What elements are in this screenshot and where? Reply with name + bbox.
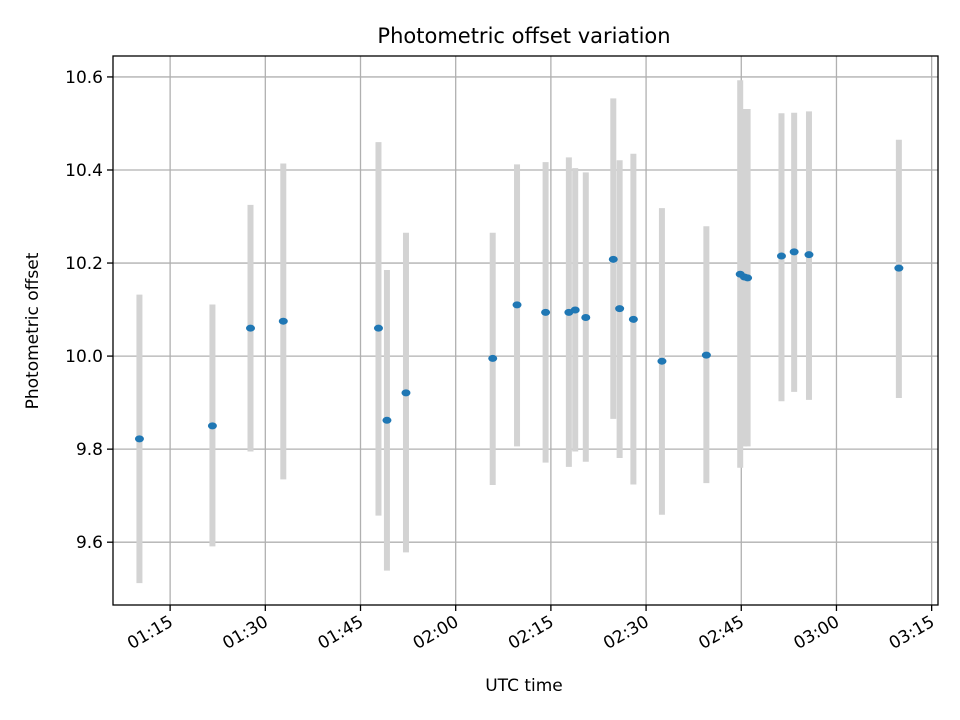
data-point (804, 251, 814, 259)
chart-title: Photometric offset variation (377, 24, 670, 48)
data-point (628, 315, 638, 323)
y-tick-label: 10.4 (65, 161, 103, 181)
y-tick-label: 9.8 (76, 440, 103, 460)
data-point (743, 274, 753, 282)
data-point (488, 354, 498, 362)
data-point (615, 305, 625, 313)
data-point (570, 306, 580, 314)
data-point (541, 308, 551, 316)
data-point (657, 357, 667, 365)
data-point (789, 248, 799, 256)
data-point (278, 317, 288, 325)
data-point (373, 324, 383, 332)
x-axis-label: UTC time (485, 676, 563, 696)
x-tick-label: 01:45 (315, 612, 367, 654)
data-point (246, 324, 255, 332)
plot-frame (112, 55, 939, 606)
data-point (776, 252, 786, 260)
point-layer (134, 248, 904, 443)
data-point (512, 301, 522, 309)
data-point (134, 435, 144, 443)
data-point (608, 255, 618, 263)
y-tick-label: 10.6 (65, 68, 103, 88)
x-tick-label: 03:00 (791, 612, 843, 654)
grid-layer (113, 56, 938, 605)
y-tick-label: 9.6 (76, 533, 103, 553)
data-point (581, 313, 591, 321)
data-point (894, 264, 904, 272)
errorbar-layer (136, 80, 902, 584)
x-tick-label: 01:15 (124, 612, 176, 654)
x-tick-label: 01:30 (219, 612, 271, 654)
data-point (701, 351, 711, 359)
data-point (382, 416, 392, 424)
y-tick-label: 10.0 (65, 347, 103, 367)
x-tick-label: 02:15 (505, 612, 557, 654)
x-tick-label: 02:30 (600, 612, 652, 654)
data-point (207, 422, 217, 430)
y-tick-label: 10.2 (65, 254, 103, 274)
data-point (401, 389, 411, 397)
x-tick-label: 02:00 (410, 612, 462, 654)
x-tick-label: 03:15 (886, 612, 938, 654)
x-tick-label: 02:45 (695, 612, 747, 654)
y-axis-label: Photometric offset (23, 252, 43, 409)
